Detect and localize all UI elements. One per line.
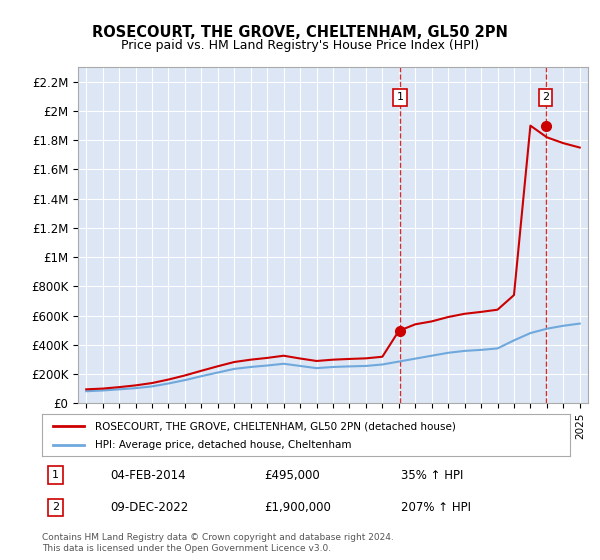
Text: 35% ↑ HPI: 35% ↑ HPI xyxy=(401,469,463,482)
Text: 207% ↑ HPI: 207% ↑ HPI xyxy=(401,501,471,514)
Text: £1,900,000: £1,900,000 xyxy=(264,501,331,514)
Text: ROSECOURT, THE GROVE, CHELTENHAM, GL50 2PN (detached house): ROSECOURT, THE GROVE, CHELTENHAM, GL50 2… xyxy=(95,421,455,431)
Text: 1: 1 xyxy=(52,470,59,480)
Text: 2: 2 xyxy=(52,502,59,512)
Text: 04-FEB-2014: 04-FEB-2014 xyxy=(110,469,186,482)
Text: HPI: Average price, detached house, Cheltenham: HPI: Average price, detached house, Chel… xyxy=(95,440,352,450)
Text: Contains HM Land Registry data © Crown copyright and database right 2024.
This d: Contains HM Land Registry data © Crown c… xyxy=(42,533,394,553)
Text: ROSECOURT, THE GROVE, CHELTENHAM, GL50 2PN: ROSECOURT, THE GROVE, CHELTENHAM, GL50 2… xyxy=(92,25,508,40)
Text: 09-DEC-2022: 09-DEC-2022 xyxy=(110,501,189,514)
Text: 1: 1 xyxy=(397,92,404,102)
Text: Price paid vs. HM Land Registry's House Price Index (HPI): Price paid vs. HM Land Registry's House … xyxy=(121,39,479,52)
Text: £495,000: £495,000 xyxy=(264,469,320,482)
Text: 2: 2 xyxy=(542,92,549,102)
